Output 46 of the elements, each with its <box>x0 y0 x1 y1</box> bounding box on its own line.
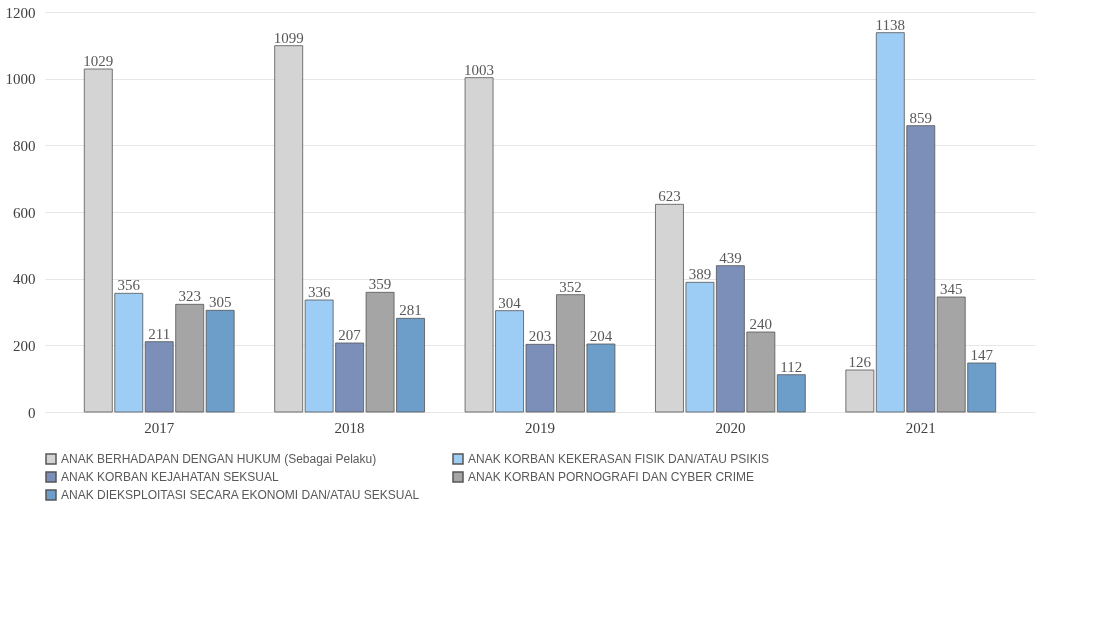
x-tick-label: 2019 <box>525 419 555 436</box>
data-label: 305 <box>208 294 232 311</box>
data-label: 304 <box>498 294 522 311</box>
y-tick-label: 1200 <box>5 4 36 21</box>
y-tick-label: 0 <box>28 404 36 421</box>
data-label: 147 <box>970 347 994 363</box>
y-tick-label: 400 <box>13 271 36 288</box>
data-label: 203 <box>528 328 552 345</box>
data-label: 207 <box>338 327 362 343</box>
data-label: 336 <box>307 284 331 300</box>
bar <box>205 309 235 413</box>
data-label: 1029 <box>83 53 114 69</box>
data-label: 356 <box>117 277 141 294</box>
legend-label: ANAK KORBAN KEKERASAN FISIK DAN/ATAU PSIKIS <box>468 452 769 466</box>
x-tick-label: 2018 <box>334 419 365 436</box>
legend-label: ANAK KORBAN PORNOGRAFI DAN CYBER CRIME <box>468 470 755 484</box>
data-label: 112 <box>780 358 803 375</box>
x-tick-label: 2021 <box>905 419 936 436</box>
data-label: 281 <box>399 302 422 319</box>
y-tick-label: 1000 <box>5 71 36 88</box>
data-label: 1138 <box>875 16 906 33</box>
y-tick-label: 800 <box>13 137 36 154</box>
data-label: 1099 <box>273 29 304 46</box>
bar <box>845 369 875 413</box>
data-label: 204 <box>589 328 613 344</box>
data-label: 439 <box>719 249 742 266</box>
data-label: 240 <box>749 316 773 332</box>
data-label: 623 <box>658 188 681 205</box>
legend-label: ANAK DIEKSPLOITASI SECARA EKONOMI DAN/ATAU SEKSUAL <box>61 488 420 502</box>
legend-label: ANAK KORBAN KEJAHATAN SEKSUAL <box>61 470 279 484</box>
data-label: 323 <box>178 288 201 305</box>
data-label: 211 <box>148 325 171 342</box>
data-label: 389 <box>688 266 712 283</box>
x-tick-label: 2017 <box>144 419 175 436</box>
bar <box>776 374 806 413</box>
data-label: 859 <box>909 109 933 126</box>
bar <box>274 45 304 413</box>
data-label: 352 <box>559 278 582 295</box>
data-label: 126 <box>848 354 872 370</box>
x-tick-label: 2020 <box>715 419 746 436</box>
legend-label: ANAK BERHADAPAN DENGAN HUKUM (Sebagai Pelaku) <box>61 452 377 466</box>
data-label: 345 <box>939 281 963 297</box>
y-tick-label: 600 <box>13 204 36 221</box>
data-label: 1003 <box>464 61 495 78</box>
y-tick-label: 200 <box>13 337 36 354</box>
data-label: 359 <box>368 276 392 293</box>
